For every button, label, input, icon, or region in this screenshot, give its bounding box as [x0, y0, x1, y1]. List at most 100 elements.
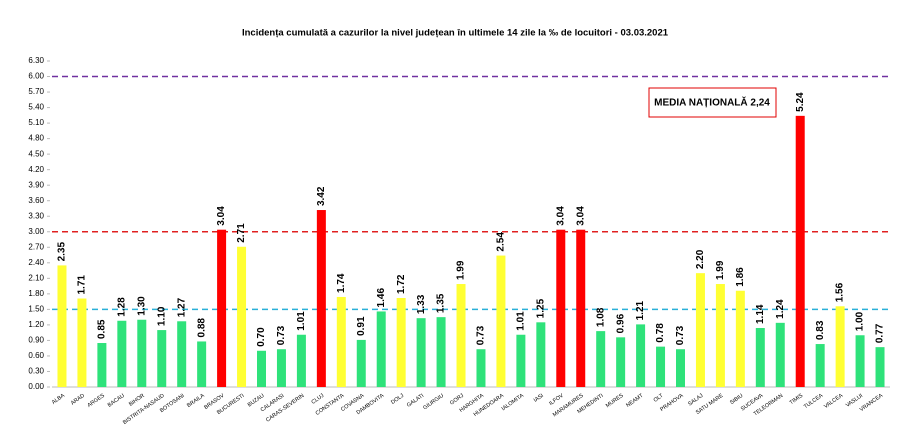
- y-tick-label: 6.00: [28, 72, 44, 81]
- value-label: 1.74: [336, 273, 347, 293]
- bar: [636, 324, 646, 387]
- bar: [316, 210, 326, 387]
- y-tick-label: 2.40: [28, 258, 44, 267]
- bar: [396, 297, 406, 387]
- y-tick-label: 4.50: [28, 149, 44, 158]
- x-tick-label: PRAHOVA: [659, 393, 684, 413]
- bar: [476, 349, 486, 387]
- bar: [576, 229, 586, 387]
- bar: [656, 346, 666, 387]
- value-label: 2.54: [496, 232, 507, 252]
- value-label: 1.33: [416, 294, 427, 314]
- y-tick-label: 0.60: [28, 351, 44, 360]
- bar: [496, 255, 506, 387]
- value-label: 1.72: [396, 274, 407, 294]
- y-tick-label: 0.30: [28, 367, 44, 376]
- y-tick-label: 4.80: [28, 134, 44, 143]
- bar: [676, 349, 685, 387]
- value-label: 3.04: [575, 206, 586, 226]
- bar: [356, 339, 366, 387]
- bar: [855, 335, 865, 387]
- bar: [616, 337, 626, 387]
- value-label: 0.85: [97, 319, 108, 339]
- value-label: 1.21: [635, 300, 646, 320]
- x-tick-label: ALBA: [51, 393, 66, 406]
- x-tick-label: GIURGIU: [422, 393, 445, 411]
- y-tick-label: 0.00: [28, 382, 44, 391]
- bar: [237, 246, 247, 387]
- bar: [336, 296, 346, 387]
- value-label: 0.70: [256, 327, 267, 347]
- value-label: 0.78: [655, 323, 666, 343]
- bar: [257, 350, 266, 387]
- bar: [436, 317, 446, 387]
- x-tick-label: DOLJ: [390, 393, 405, 406]
- value-label: 2.35: [57, 241, 68, 261]
- x-tick-label: CLUJ: [311, 393, 326, 406]
- chart-title: Incidența cumulată a cazurilor la nivel …: [242, 28, 669, 39]
- bar: [117, 320, 127, 387]
- bar: [596, 331, 606, 387]
- x-tick-label: GORJ: [449, 393, 465, 407]
- bar: [735, 290, 745, 387]
- bar: [77, 298, 87, 387]
- value-label: 2.71: [236, 223, 247, 243]
- value-label: 3.04: [216, 206, 227, 226]
- x-tick-label: TIMIS: [789, 393, 805, 407]
- value-label: 1.56: [835, 282, 846, 302]
- x-tick-label: TULCEA: [803, 393, 824, 411]
- value-label: 1.35: [436, 293, 447, 313]
- value-label: 1.99: [715, 260, 726, 280]
- value-label: 0.73: [675, 325, 686, 345]
- x-tick-label: MURES: [605, 393, 625, 409]
- x-tick-label: ARAD: [70, 393, 86, 407]
- value-label: 2.20: [695, 249, 706, 269]
- bar: [177, 321, 187, 387]
- value-label: 1.01: [516, 311, 527, 331]
- bar: [775, 322, 785, 387]
- bar: [456, 284, 466, 387]
- x-tick-label: IALOMITA: [501, 393, 525, 413]
- x-tick-label: SIBIU: [729, 393, 744, 406]
- x-tick-label: BACAU: [107, 393, 126, 409]
- bar: [715, 284, 725, 387]
- value-label: 0.77: [875, 323, 886, 343]
- value-label: 1.24: [775, 299, 786, 319]
- value-label: 1.14: [755, 304, 766, 324]
- bar: [137, 319, 147, 387]
- bar: [157, 330, 167, 387]
- x-tick-label: OLT: [653, 393, 665, 404]
- y-tick-label: 3.90: [28, 180, 44, 189]
- value-label: 1.27: [176, 297, 187, 317]
- bar: [695, 273, 705, 387]
- y-tick-label: 1.20: [28, 320, 44, 329]
- value-label: 1.71: [77, 275, 88, 295]
- y-tick-label: 5.70: [28, 87, 44, 96]
- value-label: 1.01: [296, 311, 307, 331]
- bar: [57, 265, 67, 387]
- value-label: 1.99: [456, 260, 467, 280]
- value-label: 3.04: [555, 206, 566, 226]
- bar: [376, 311, 386, 387]
- value-label: 0.96: [615, 313, 626, 333]
- x-tick-label: VALCEA: [823, 393, 844, 410]
- y-tick-label: 5.40: [28, 103, 44, 112]
- bar: [755, 328, 765, 387]
- bar: [97, 343, 107, 387]
- y-tick-label: 2.10: [28, 273, 44, 282]
- bar: [217, 229, 227, 387]
- x-tick-label: IASI: [533, 393, 545, 404]
- bar: [296, 334, 306, 387]
- x-tick-label: CARAS-SEVERIN: [265, 393, 305, 424]
- x-tick-label: NEAMT: [625, 393, 645, 409]
- value-label: 1.28: [116, 297, 127, 317]
- bar: [815, 344, 825, 387]
- value-label: 1.46: [376, 288, 387, 308]
- y-tick-label: 3.60: [28, 196, 44, 205]
- y-tick-label: 2.70: [28, 242, 44, 251]
- y-tick-label: 4.20: [28, 165, 44, 174]
- bar: [795, 115, 805, 387]
- y-tick-label: 5.10: [28, 118, 44, 127]
- bar: [197, 341, 207, 387]
